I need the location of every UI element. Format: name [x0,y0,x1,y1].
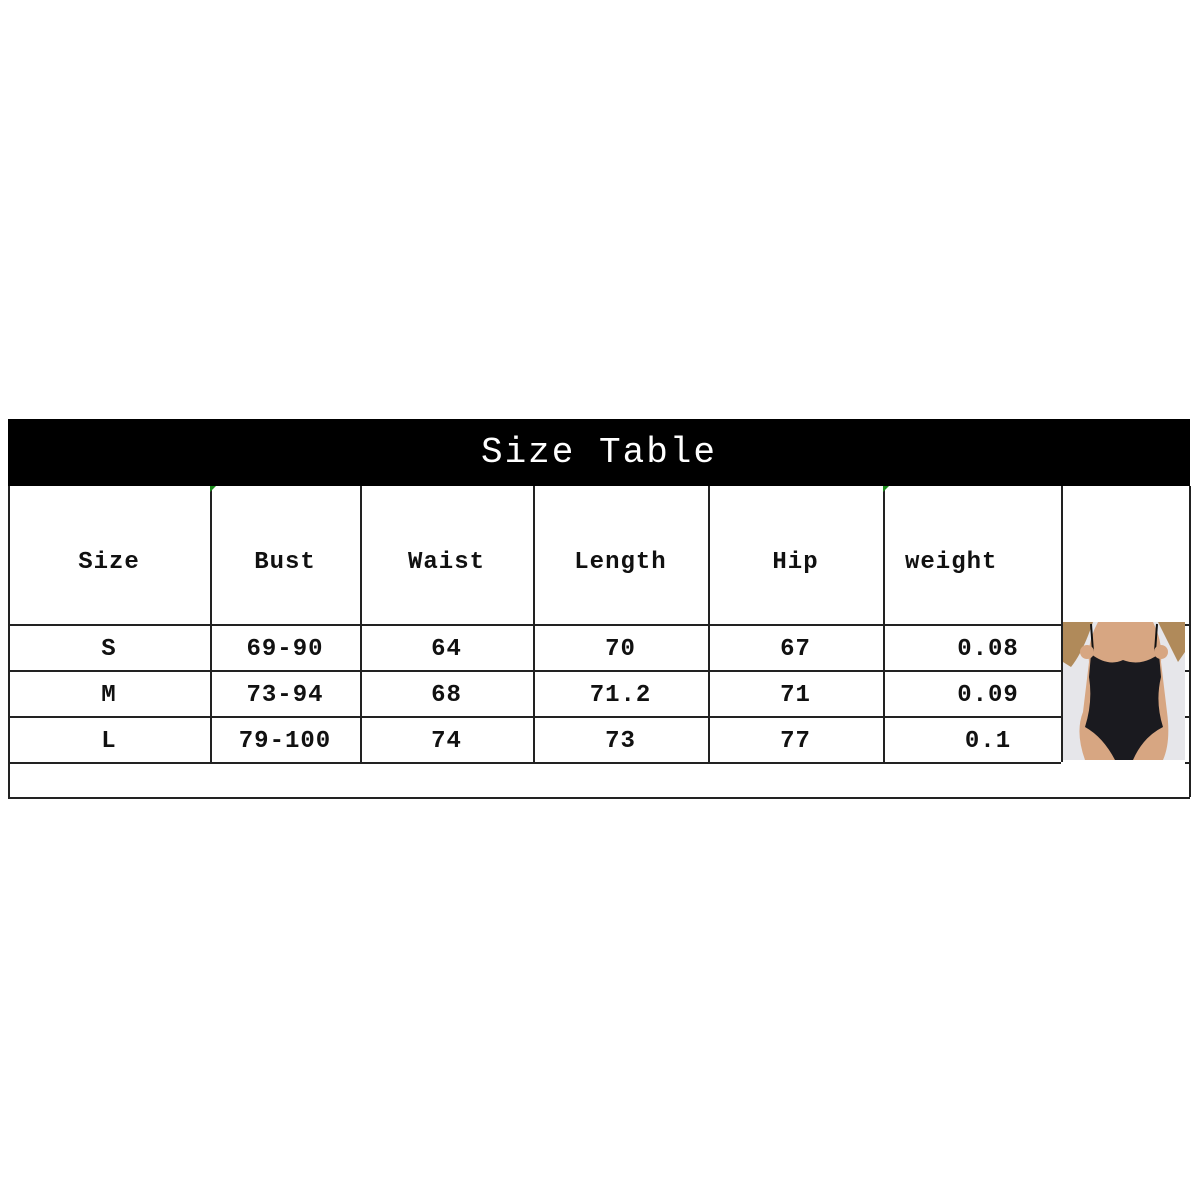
row-divider [8,670,1061,672]
row-divider [1185,716,1190,718]
column-header: Length [574,548,667,576]
row-divider [1185,762,1190,764]
table-cell: 0.09 [957,681,1019,709]
row-divider [1185,670,1190,672]
column-header: Waist [407,548,485,576]
table-title-bar: Size Table [8,419,1190,486]
table-cell: 0.08 [957,635,1019,663]
row-divider [8,716,1061,718]
table-cell: 73 [605,727,636,755]
table-border [8,486,10,797]
column-header: Hip [772,548,819,576]
row-divider [8,762,1061,764]
cell-marker [210,486,216,492]
table-cell: 70 [605,635,636,663]
row-divider [8,797,1190,799]
row-divider [8,624,1190,626]
column-header: Bust [254,548,316,576]
cell-marker [883,486,889,492]
table-border [1189,486,1191,797]
table-cell: L [101,727,117,755]
product-image [1063,622,1185,760]
table-cell: 77 [780,727,811,755]
table-cell: 69-90 [246,635,324,663]
table-cell: 0.1 [964,727,1012,755]
table-cell: 74 [431,727,462,755]
table-title: Size Table [480,432,718,473]
table-cell: 73-94 [246,681,324,709]
table-cell: S [101,635,117,663]
column-header: Size [78,548,140,576]
table-cell: 79-100 [238,727,332,755]
table-cell: 67 [780,635,811,663]
table-cell: 64 [431,635,462,663]
table-cell: 71 [780,681,811,709]
column-header: weight [905,548,998,576]
table-cell: M [101,681,117,709]
table-cell: 68 [431,681,462,709]
table-cell: 71.2 [589,681,652,709]
